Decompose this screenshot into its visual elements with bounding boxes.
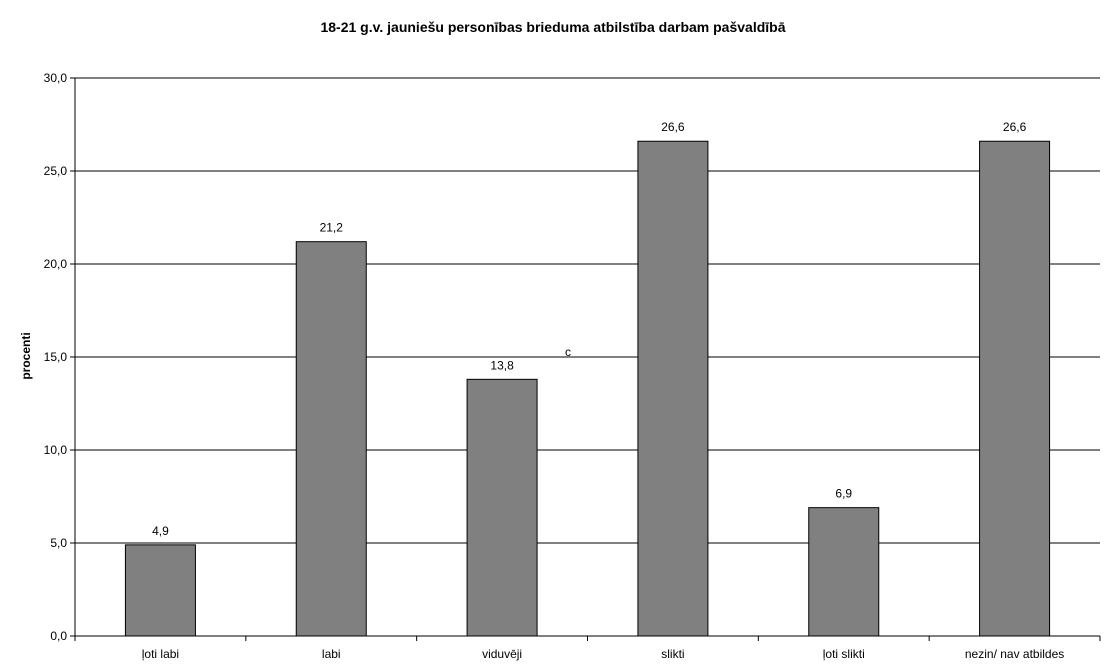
- data-label: 6,9: [835, 487, 852, 501]
- y-tick-label: 25,0: [44, 164, 68, 178]
- bar: [979, 140, 1051, 637]
- bar: [466, 378, 538, 637]
- data-label: 21,2: [320, 221, 344, 235]
- bars: [124, 140, 1051, 637]
- bar: [808, 507, 880, 637]
- x-category-label: ļoti slikti: [823, 647, 865, 661]
- x-category-label: slikti: [661, 647, 684, 661]
- bar: [637, 140, 709, 637]
- axes: [70, 77, 1101, 641]
- x-category-label: labi: [322, 647, 341, 661]
- y-tick-label: 10,0: [44, 443, 68, 457]
- annotation-text: c: [565, 345, 571, 359]
- y-tick-label: 15,0: [44, 350, 68, 364]
- gridlines: [75, 77, 1100, 544]
- data-label: 26,6: [1003, 120, 1027, 134]
- labels: 0,0 5,0 10,0 15,0 20,0 25,0 30,0 4,9 ļoti labi 21…: [44, 71, 1065, 661]
- data-label: 13,8: [490, 358, 514, 372]
- y-axis-label: procenti: [19, 332, 33, 379]
- data-label: 26,6: [661, 120, 685, 134]
- y-tick-label: 0,0: [50, 629, 67, 643]
- bar: [124, 544, 196, 637]
- chart-title: 18-21 g.v. jauniešu personības brieduma …: [320, 19, 785, 35]
- y-tick-label: 30,0: [44, 71, 68, 85]
- bar: [295, 241, 367, 637]
- y-tick-label: 5,0: [50, 536, 67, 550]
- x-category-label: nezin/ nav atbildes: [965, 647, 1064, 661]
- data-label: 4,9: [152, 524, 169, 538]
- y-tick-label: 20,0: [44, 257, 68, 271]
- x-category-label: ļoti labi: [142, 647, 179, 661]
- x-category-label: viduvēji: [482, 647, 522, 661]
